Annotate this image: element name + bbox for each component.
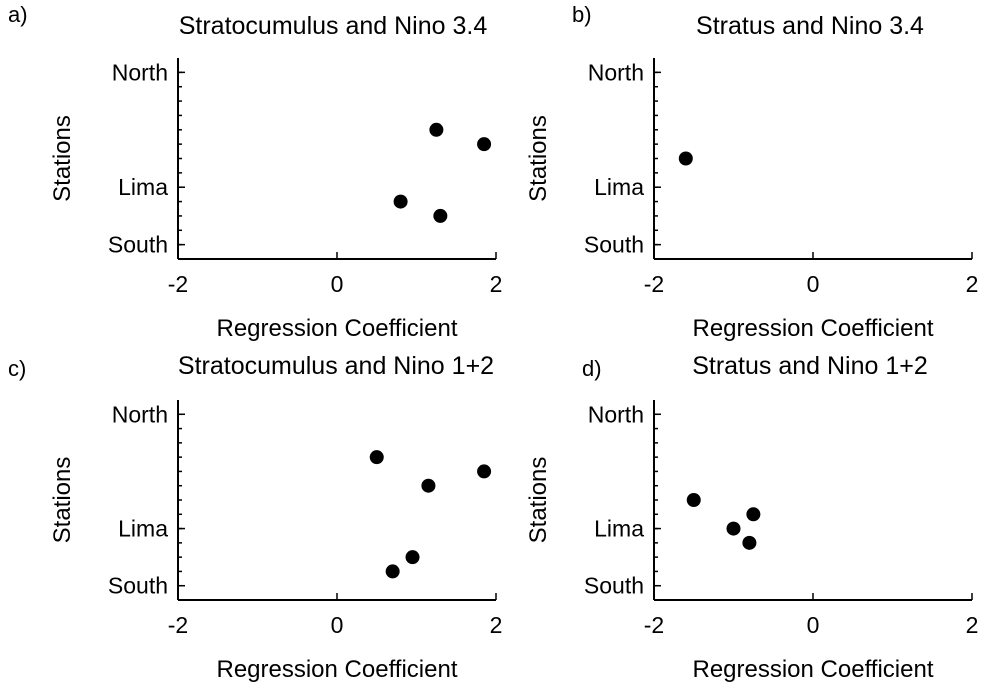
data-point [678,151,693,166]
x-tick-label: 2 [490,612,503,638]
y-axis-label: Stations [525,115,552,202]
y-tick-label: South [108,573,168,599]
x-tick-label: 0 [331,271,344,297]
x-tick-label: -2 [644,612,664,638]
y-axis-label: Stations [49,115,76,202]
y-tick-label: South [584,232,644,258]
data-point [421,478,436,493]
x-tick-label: 2 [966,612,979,638]
data-point [686,493,701,507]
panel-1: a) Stratocumulus and Nino 3.4 South Lima Nor… [8,2,502,342]
data-point [429,122,444,137]
data-point [433,208,448,223]
y-axis-label: Stations [525,457,552,544]
y-tick-label: Lima [118,516,168,542]
x-tick-label: 2 [490,271,503,297]
x-axis-label: Regression Coefficient [216,656,457,683]
data-point [477,464,492,479]
x-tick-label: 0 [807,271,820,297]
x-tick-label: -2 [168,612,188,638]
y-axis-label: Stations [49,457,76,544]
y-tick-label: North [112,401,168,427]
chart-title: Stratocumulus and Nino 3.4 [179,12,488,40]
chart-title: Stratus and Nino 1+2 [692,352,928,380]
x-tick-label: 2 [966,271,979,297]
x-tick-label: 0 [807,612,820,638]
data-point [726,521,741,536]
x-tick-label: 0 [331,612,344,638]
data-point [369,450,384,465]
data-point [742,535,757,550]
panel-4: d) Stratus and Nino 1+2 South Lima North -2 0 2… [525,352,978,683]
x-tick-label: -2 [168,271,188,297]
data-point [477,137,492,152]
panel-label: d) [582,356,602,381]
chart-title: Stratus and Nino 3.4 [696,12,924,40]
x-axis-label: Regression Coefficient [692,656,933,683]
x-tick-label: -2 [644,271,664,297]
panel-2: b) Stratus and Nino 3.4 South Lima North -2 0 2… [525,2,978,342]
y-tick-label: Lima [594,174,644,200]
y-tick-label: Lima [594,516,644,542]
chart-title: Stratocumulus and Nino 1+2 [178,352,494,380]
data-point [746,507,761,522]
y-tick-label: North [588,401,644,427]
y-tick-label: Lima [118,174,168,200]
data-point [405,550,420,565]
panel-3: c) Stratocumulus and Nino 1+2 South Lima Nor… [8,352,502,683]
panel-label: c) [8,356,26,381]
data-point [393,194,408,209]
y-tick-label: North [112,59,168,85]
panel-label: a) [8,2,28,27]
data-point [385,564,400,579]
panel-label: b) [572,2,592,27]
y-tick-label: South [108,232,168,258]
x-axis-label: Regression Coefficient [692,315,933,342]
y-tick-label: South [584,573,644,599]
x-axis-label: Regression Coefficient [216,315,457,342]
y-tick-label: North [588,59,644,85]
